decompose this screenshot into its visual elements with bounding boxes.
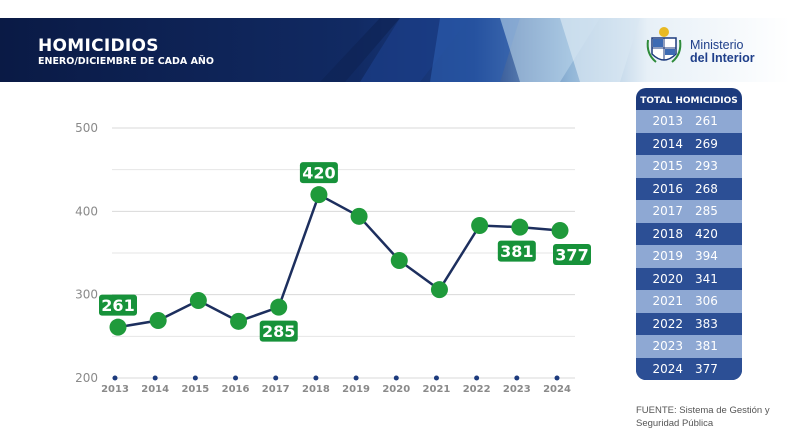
y-tick-label: 500	[75, 121, 98, 135]
x-tick-dot	[393, 375, 399, 381]
x-tick-dot	[233, 375, 239, 381]
table-year: 2016	[652, 181, 683, 196]
data-point	[270, 298, 288, 316]
table-row: 2018 420	[636, 222, 742, 245]
x-tick-dot	[353, 375, 359, 381]
logo-line-1: Ministerio	[690, 38, 744, 52]
x-tick-dot	[273, 375, 279, 381]
y-tick-label: 400	[75, 204, 98, 218]
data-label-box	[299, 162, 338, 184]
data-label-box	[99, 294, 137, 316]
x-tick-label: 2019	[342, 384, 370, 395]
table-year: 2019	[652, 249, 683, 264]
ministry-logo-text: Ministerio del Interior	[690, 39, 755, 65]
data-point	[551, 222, 569, 239]
table-year: 2022	[652, 316, 683, 331]
series-line	[117, 192, 561, 329]
table-row: 2015 293	[636, 155, 742, 178]
page-title: HOMICIDIOS	[38, 36, 159, 56]
table-year: 2017	[652, 204, 683, 219]
table-year: 2018	[652, 226, 683, 241]
x-tick-label: 2021	[423, 384, 451, 395]
x-tick-dot	[474, 375, 480, 381]
table-value: 381	[695, 339, 718, 354]
data-point	[390, 252, 408, 269]
x-tick-dot	[433, 375, 439, 381]
data-label: 285	[262, 322, 295, 341]
table-row: 2023 381	[636, 335, 742, 358]
table-year: 2014	[652, 136, 683, 151]
data-point	[350, 207, 368, 225]
data-point	[511, 218, 529, 236]
data-label-box	[259, 320, 298, 342]
x-tick-dot	[112, 375, 118, 381]
table-header: TOTAL HOMICIDIOS	[640, 96, 738, 106]
data-label: 377	[555, 246, 588, 265]
x-tick-label: 2022	[463, 384, 491, 395]
data-label: 261	[101, 296, 134, 315]
data-label: 420	[302, 164, 335, 183]
table-value: 383	[695, 316, 718, 331]
table-year: 2020	[652, 271, 683, 286]
table-year: 2023	[652, 339, 683, 354]
table-year: 2015	[652, 159, 683, 174]
x-tick-dot	[554, 375, 560, 381]
data-point	[471, 217, 489, 234]
table-value: 341	[695, 271, 718, 286]
table-body: 2013 261 2014 269 2015 293 2016 268 2017 285 2018 4…	[636, 110, 742, 380]
data-label-box	[553, 244, 591, 265]
table-row: 2014 269	[636, 132, 742, 155]
x-tick-label: 2018	[302, 384, 330, 395]
data-point	[149, 312, 167, 329]
x-tick-dot	[192, 375, 198, 381]
x-tick-label: 2015	[181, 384, 209, 395]
table-row: 2021 306	[636, 290, 742, 313]
x-tick-label: 2016	[222, 384, 250, 395]
x-tick-label: 2013	[101, 384, 129, 395]
data-point	[189, 292, 207, 309]
data-label-box	[497, 240, 536, 262]
table-row: 2016 268	[636, 177, 742, 200]
table-row: 2017 285	[636, 200, 742, 223]
table-row: 2013 261	[636, 110, 742, 133]
table-year: 2013	[652, 114, 683, 129]
data-label: 381	[500, 242, 533, 261]
data-point	[109, 318, 127, 336]
table-value: 268	[695, 181, 718, 196]
x-tick-label: 2020	[382, 384, 410, 395]
y-tick-label: 200	[75, 371, 98, 385]
table-row: 2022 383	[636, 312, 742, 335]
table-value: 293	[695, 159, 718, 174]
page-subtitle: ENERO/DICIEMBRE DE CADA AÑO	[38, 56, 214, 67]
table-value: 420	[695, 226, 718, 241]
coat-of-arms-icon	[646, 27, 682, 63]
y-tick-label: 300	[75, 288, 98, 302]
table-row: 2020 341	[636, 267, 742, 290]
x-tick-label: 2024	[543, 384, 571, 395]
table-year: 2024	[652, 361, 683, 376]
data-point	[310, 186, 328, 204]
totals-table: TOTAL HOMICIDIOS 2013 261 2014 269 2015 293 20…	[636, 88, 742, 380]
x-tick-label: 2014	[141, 384, 169, 395]
source-note: FUENTE: Sistema de Gestión y Seguridad P…	[636, 405, 770, 429]
table-value: 269	[695, 136, 718, 151]
table-row: 2019 394	[636, 245, 742, 268]
data-point	[430, 281, 448, 299]
table-value: 306	[695, 294, 718, 309]
table-year: 2021	[652, 294, 683, 309]
x-tick-label: 2017	[262, 384, 290, 395]
x-tick-dot	[514, 375, 520, 381]
x-tick-label: 2023	[503, 384, 531, 395]
table-value: 377	[695, 361, 718, 376]
logo-line-2: del Interior	[690, 51, 755, 65]
x-tick-dot	[152, 375, 158, 381]
data-point	[230, 312, 248, 330]
table-value: 394	[695, 249, 718, 264]
table-row: 2024 377	[636, 357, 742, 380]
x-tick-dot	[313, 375, 319, 381]
table-value: 285	[695, 204, 718, 219]
table-value: 261	[695, 114, 718, 129]
